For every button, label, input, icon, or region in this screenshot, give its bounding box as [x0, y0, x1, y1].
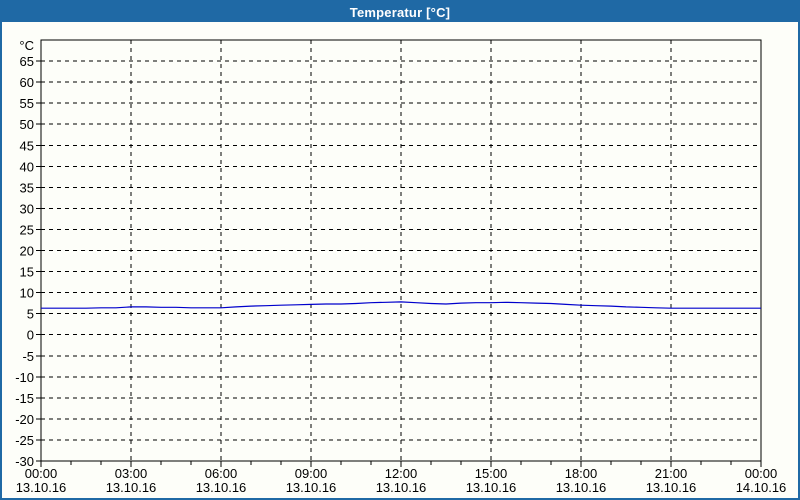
x-date-label: 13.10.16	[196, 480, 247, 495]
x-date-label: 13.10.16	[466, 480, 517, 495]
y-tick-label: 55	[20, 96, 34, 111]
y-tick-label: 15	[20, 265, 34, 280]
y-tick-label: 35	[20, 180, 34, 195]
x-date-label: 14.10.16	[736, 480, 787, 495]
temperature-chart: -30 -25 -20 -15 -10 -5 0 5 10 15 20 25 30 35 40 45 50 55 6…	[15, 38, 787, 495]
y-tick-label: -25	[15, 433, 34, 448]
y-tick-label: 45	[20, 138, 34, 153]
y-tick-label: 20	[20, 244, 34, 259]
y-tick-label: 10	[20, 286, 34, 301]
x-time-label: 03:00	[115, 466, 148, 481]
y-tick-label: 5	[27, 307, 34, 322]
x-time-label: 09:00	[295, 466, 328, 481]
y-axis-unit-label: °C	[19, 38, 34, 53]
y-tick-label: 30	[20, 201, 34, 216]
x-time-label: 18:00	[565, 466, 598, 481]
x-time-label: 06:00	[205, 466, 238, 481]
y-tick-label: -15	[15, 391, 34, 406]
x-date-label: 13.10.16	[376, 480, 427, 495]
x-time-label: 00:00	[745, 466, 778, 481]
x-date-label: 13.10.16	[16, 480, 67, 495]
y-tick-label: -30	[15, 454, 34, 469]
y-tick-label: 60	[20, 75, 34, 90]
x-time-label: 12:00	[385, 466, 418, 481]
x-date-label: 13.10.16	[106, 480, 157, 495]
y-tick-label: -5	[22, 349, 34, 364]
y-tick-label: 40	[20, 159, 34, 174]
y-tick-label: 0	[27, 328, 34, 343]
x-time-label: 21:00	[655, 466, 688, 481]
y-tick-label: 50	[20, 117, 34, 132]
x-date-label: 13.10.16	[556, 480, 607, 495]
x-date-label: 13.10.16	[646, 480, 697, 495]
y-tick-label: -10	[15, 370, 34, 385]
x-time-label: 15:00	[475, 466, 508, 481]
window-title: Temperatur [°C]	[349, 4, 451, 20]
chart-content: -30 -25 -20 -15 -10 -5 0 5 10 15 20 25 30 35 40 45 50 55 6…	[2, 22, 798, 498]
x-date-label: 13.10.16	[286, 480, 337, 495]
y-tick-label: -20	[15, 412, 34, 427]
x-time-label: 00:00	[25, 466, 58, 481]
window-titlebar: Temperatur [°C]	[2, 2, 798, 22]
y-tick-label: 65	[20, 54, 34, 69]
temperature-series-line	[41, 301, 761, 309]
y-tick-label: 25	[20, 222, 34, 237]
